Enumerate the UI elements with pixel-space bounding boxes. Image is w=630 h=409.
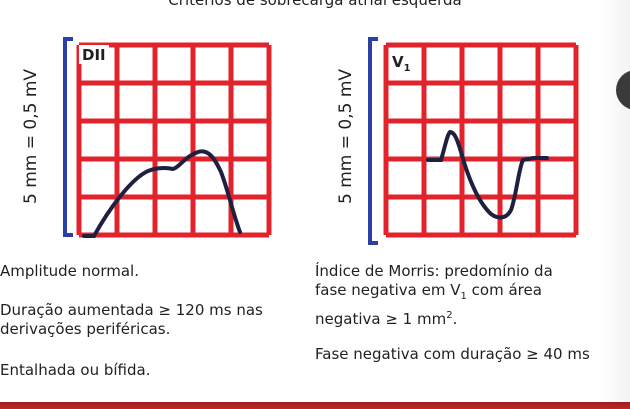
figure-title: Critérios de sobrecarga atrial esquerda [168,0,462,9]
criterion-amplitude: Amplitude normal. [0,262,139,280]
criterion-negative-phase: Fase negativa com duração ≥ 40 ms [315,345,590,363]
ecg-grid-dii [76,42,272,238]
lead-label-v1: V1 [389,52,414,78]
page-tab-marker [616,70,630,110]
scale-bar-bottom-tick-dii [63,233,73,237]
scale-bar-bottom-tick-v1 [368,241,378,245]
p-wave-trace-dii [82,149,242,238]
p-wave-trace-v1 [426,129,549,220]
ecg-grid-v1 [383,42,579,238]
page-edge-shadow [600,0,630,402]
lead-label-dii: DII [79,45,109,64]
bottom-rule [0,402,630,409]
criterion-duration: Duração aumentada ≥ 120 ms nas derivaçõe… [0,301,263,338]
scale-bar-v1 [368,37,372,245]
scale-label-dii: 5 mm = 0,5 mV [21,68,41,204]
scale-bar-top-tick-v1 [368,37,378,41]
criterion-morris-index: Índice de Morris: predomínio da fase neg… [315,262,553,328]
scale-bar-top-tick-dii [63,37,73,41]
criterion-notched: Entalhada ou bífida. [0,361,151,379]
scale-bar-dii [63,37,67,237]
scale-label-v1: 5 mm = 0,5 mV [336,68,356,204]
